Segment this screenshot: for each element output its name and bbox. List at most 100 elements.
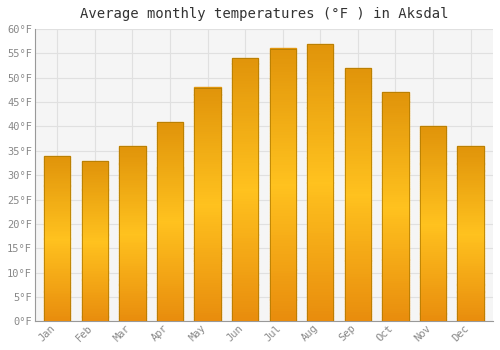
Bar xyxy=(270,248,296,250)
Bar xyxy=(157,183,183,186)
Bar xyxy=(82,175,108,177)
Bar xyxy=(82,204,108,205)
Bar xyxy=(307,177,334,180)
Bar xyxy=(44,303,70,305)
Bar xyxy=(382,296,408,299)
Bar xyxy=(270,62,296,65)
Bar xyxy=(307,307,334,310)
Bar xyxy=(307,102,334,105)
Bar xyxy=(270,114,296,117)
Bar xyxy=(307,196,334,199)
Bar xyxy=(420,154,446,156)
Bar xyxy=(344,121,371,124)
Bar xyxy=(270,275,296,278)
Bar xyxy=(120,219,146,222)
Bar xyxy=(270,242,296,245)
Bar xyxy=(458,221,483,223)
Bar xyxy=(344,157,371,159)
Bar xyxy=(382,195,408,198)
Bar xyxy=(307,194,334,196)
Bar xyxy=(420,212,446,214)
Bar xyxy=(270,188,296,190)
Bar xyxy=(44,190,70,192)
Bar xyxy=(382,166,408,168)
Bar xyxy=(307,316,334,318)
Bar xyxy=(120,151,146,153)
Bar xyxy=(307,318,334,321)
Bar xyxy=(270,261,296,264)
Bar xyxy=(232,224,258,227)
Bar xyxy=(194,172,220,174)
Bar xyxy=(382,232,408,234)
Bar xyxy=(307,304,334,307)
Bar xyxy=(420,306,446,308)
Bar xyxy=(44,156,70,158)
Bar xyxy=(82,172,108,174)
Bar xyxy=(194,291,220,293)
Bar xyxy=(120,163,146,165)
Bar xyxy=(157,186,183,188)
Bar xyxy=(44,159,70,161)
Bar xyxy=(458,209,483,211)
Bar xyxy=(270,111,296,114)
Bar xyxy=(270,68,296,70)
Bar xyxy=(82,280,108,281)
Bar xyxy=(44,230,70,232)
Bar xyxy=(44,215,70,217)
Bar xyxy=(382,106,408,108)
Bar xyxy=(382,305,408,308)
Bar xyxy=(194,97,220,99)
Bar xyxy=(382,230,408,232)
Bar xyxy=(194,132,220,134)
Bar xyxy=(232,290,258,292)
Bar xyxy=(157,284,183,285)
Bar xyxy=(458,281,483,283)
Bar xyxy=(270,302,296,305)
Bar xyxy=(344,230,371,233)
Bar xyxy=(307,258,334,260)
Bar xyxy=(194,249,220,251)
Bar xyxy=(157,305,183,307)
Bar xyxy=(194,99,220,102)
Bar xyxy=(44,287,70,288)
Bar xyxy=(157,134,183,135)
Bar xyxy=(420,191,446,193)
Bar xyxy=(382,94,408,97)
Bar xyxy=(307,124,334,127)
Bar xyxy=(307,63,334,66)
Bar xyxy=(157,275,183,278)
Bar xyxy=(82,196,108,197)
Bar xyxy=(458,212,483,214)
Bar xyxy=(458,272,483,274)
Bar xyxy=(82,191,108,193)
Bar xyxy=(270,57,296,60)
Bar xyxy=(194,125,220,127)
Bar xyxy=(82,291,108,292)
Bar xyxy=(232,158,258,161)
Bar xyxy=(420,166,446,167)
Bar xyxy=(382,312,408,314)
Bar xyxy=(382,147,408,149)
Bar xyxy=(157,265,183,267)
Bar xyxy=(194,244,220,246)
Bar xyxy=(82,308,108,310)
Bar xyxy=(382,266,408,269)
Bar xyxy=(120,283,146,285)
Bar xyxy=(458,226,483,229)
Bar xyxy=(232,282,258,285)
Bar xyxy=(232,98,258,100)
Bar xyxy=(82,201,108,202)
Bar xyxy=(458,211,483,212)
Bar xyxy=(270,226,296,229)
Bar xyxy=(232,214,258,216)
Bar xyxy=(420,265,446,267)
Bar xyxy=(120,179,146,181)
Bar xyxy=(270,218,296,220)
Bar xyxy=(307,77,334,80)
Bar xyxy=(232,274,258,276)
Bar xyxy=(120,258,146,260)
Bar xyxy=(194,232,220,235)
Bar xyxy=(458,286,483,288)
Bar xyxy=(44,295,70,296)
Bar xyxy=(382,156,408,159)
